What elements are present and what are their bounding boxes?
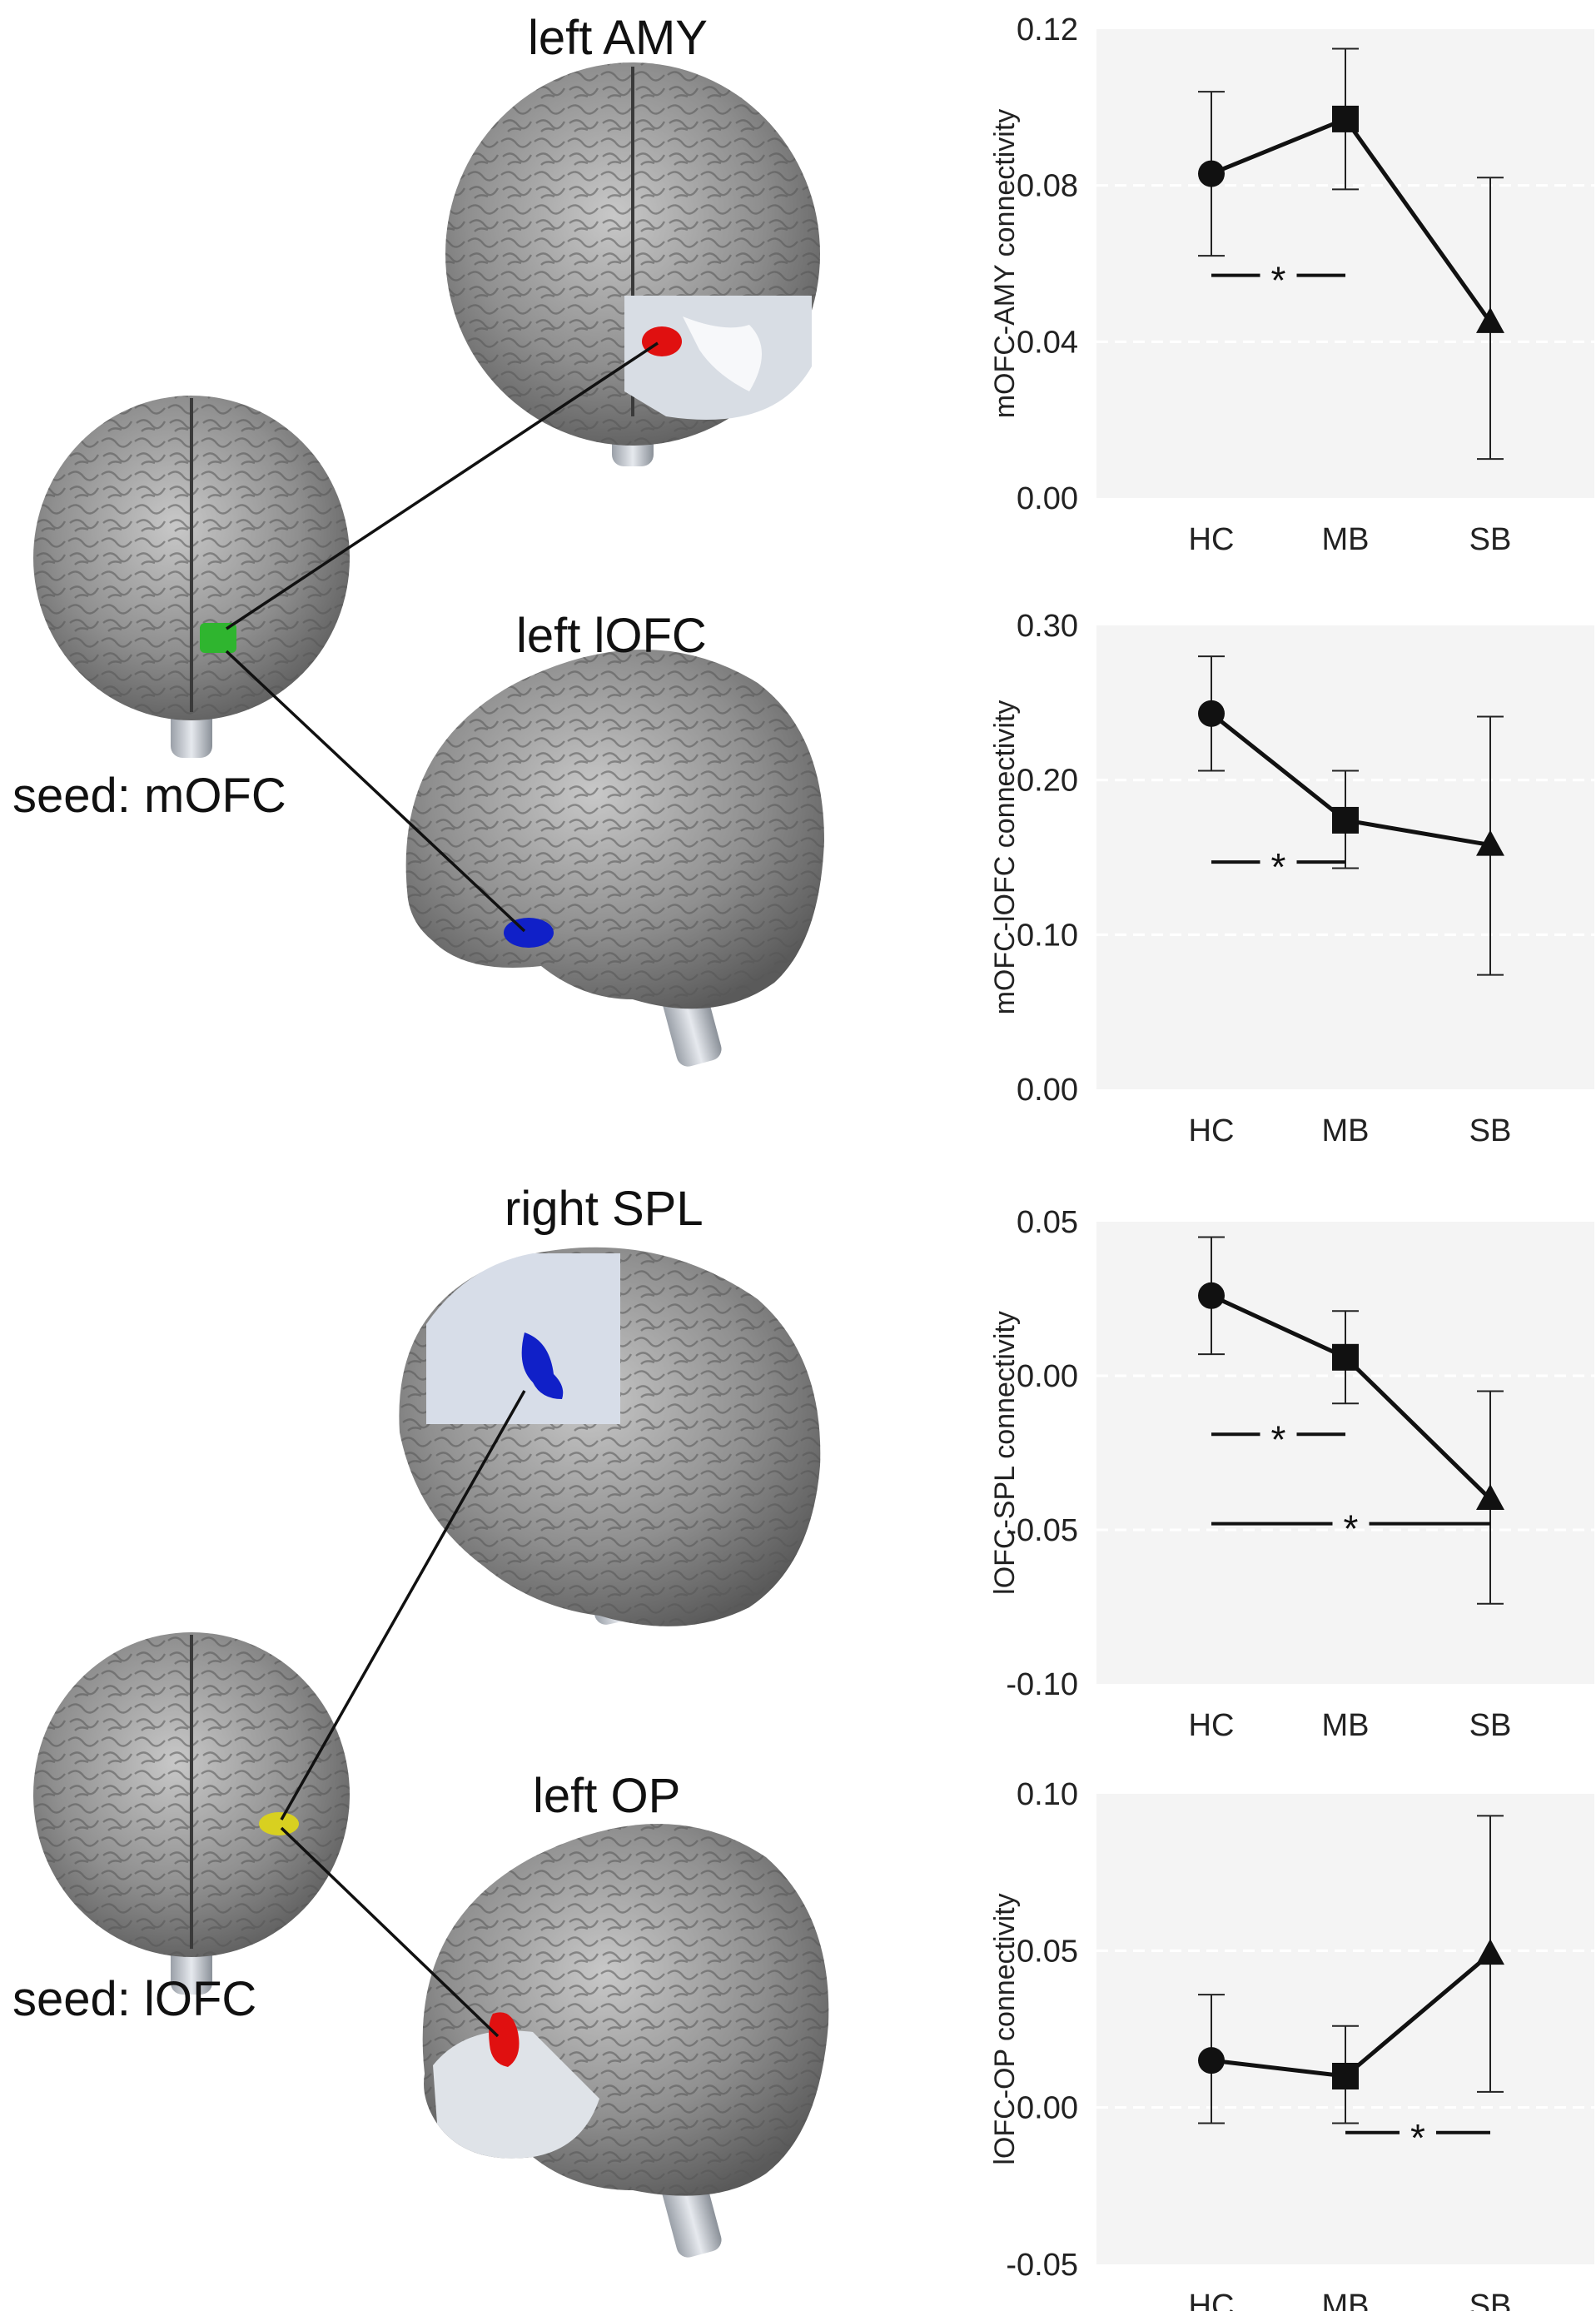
y-tick-label: 0.00 [1017,481,1078,516]
y-tick-label: 0.20 [1017,764,1078,799]
connection-line [225,650,526,933]
op-roi [489,2012,520,2067]
y-axis-label: lOFC-SPL connectivity [989,1311,1021,1595]
x-tick-label: SB [1469,522,1512,557]
roi-label-left-op: left OP [533,1769,681,1823]
y-tick-label: 0.00 [1017,2091,1078,2126]
data-point-hc [1198,700,1225,727]
lofc-roi [504,918,554,948]
connection-line [226,341,659,630]
lofc-seed-roi [259,1812,299,1835]
brain-lateral-spl [399,1247,821,1626]
data-point-sb [1476,829,1504,856]
seed-label-mofc: seed: mOFC [12,769,286,823]
data-point-hc [1198,160,1225,187]
significance-star: * [1271,845,1286,889]
x-tick-label: MB [1322,1113,1370,1148]
chart-mofc-lofc: 0.00 0.10 0.20 0.30 mOFC-lOFC connectivity HC… [989,609,1594,1148]
data-point-hc [1198,2047,1225,2074]
data-point-mb [1332,1343,1359,1371]
roi-label-right-spl: right SPL [505,1182,704,1236]
y-tick-label: 0.04 [1017,325,1078,360]
x-tick-label: SB [1469,2289,1512,2311]
roi-label-left-amy: left AMY [528,11,708,65]
y-tick-label: -0.05 [1006,2248,1078,2283]
x-tick-label: HC [1189,1708,1235,1736]
significance-star: * [1271,1417,1286,1461]
y-tick-label: 0.12 [1017,12,1078,47]
y-tick-label: 0.10 [1017,918,1078,953]
connection-line [280,1826,500,2038]
data-point-sb [1476,306,1504,333]
brain-front-lofc-seed [33,1632,350,1995]
x-tick-label: HC [1189,1113,1235,1148]
significance-star: * [1344,1507,1359,1551]
brain-lateral-lofc [405,650,824,1067]
chart-mofc-amy: 0.00 0.04 0.08 0.12 mOFC-AMY connectivity HC M… [989,12,1594,557]
x-tick-label: MB [1322,522,1370,557]
data-point-sb [1476,1484,1504,1510]
roi-label-left-lofc: left lOFC [516,609,707,663]
y-tick-label: 0.10 [1017,1777,1078,1812]
chart-lofc-op: -0.05 0.00 0.05 0.10 lOFC-OP connectivity HC M… [989,1777,1594,2311]
significance-star: * [1410,2116,1425,2159]
chart-lofc-spl: -0.10 -0.05 0.00 0.05 lOFC-SPL connectivity H… [989,1205,1594,1736]
connection-line [280,1390,526,1820]
y-axis-label: lOFC-OP connectivity [989,1893,1021,2164]
y-tick-label: 0.00 [1017,1359,1078,1394]
y-tick-label: 0.30 [1017,609,1078,644]
x-tick-label: MB [1322,2289,1370,2311]
brain-illustrations [33,62,829,2258]
x-tick-label: HC [1189,522,1235,557]
seed-label-lofc: seed: lOFC [12,1972,257,2026]
spl-roi [521,1332,564,1399]
brain-front-mofc-seed [33,396,350,758]
data-point-mb [1332,2063,1359,2089]
y-tick-label: 0.05 [1017,1934,1078,1969]
y-tick-label: -0.05 [1006,1513,1078,1548]
data-point-mb [1332,806,1359,834]
y-tick-label: 0.08 [1017,169,1078,204]
brain-lateral-op [422,1824,829,2258]
significance-star: * [1271,259,1286,302]
mofc-seed-roi [200,623,236,653]
x-tick-label: SB [1469,1113,1512,1148]
brain-front-amy [445,62,820,466]
y-axis-label: mOFC-AMY connectivity [989,109,1021,419]
y-tick-label: 0.00 [1017,1073,1078,1108]
plot-background [1096,1222,1594,1684]
y-tick-label: -0.10 [1006,1667,1078,1702]
data-point-sb [1476,1939,1504,1965]
x-tick-label: MB [1322,1708,1370,1736]
data-point-mb [1332,105,1359,132]
x-tick-label: SB [1469,1708,1512,1736]
x-tick-label: HC [1189,2289,1235,2311]
data-point-hc [1198,1282,1225,1309]
y-axis-label: mOFC-lOFC connectivity [989,700,1021,1015]
amy-roi [642,326,682,356]
y-tick-label: 0.05 [1017,1205,1078,1240]
